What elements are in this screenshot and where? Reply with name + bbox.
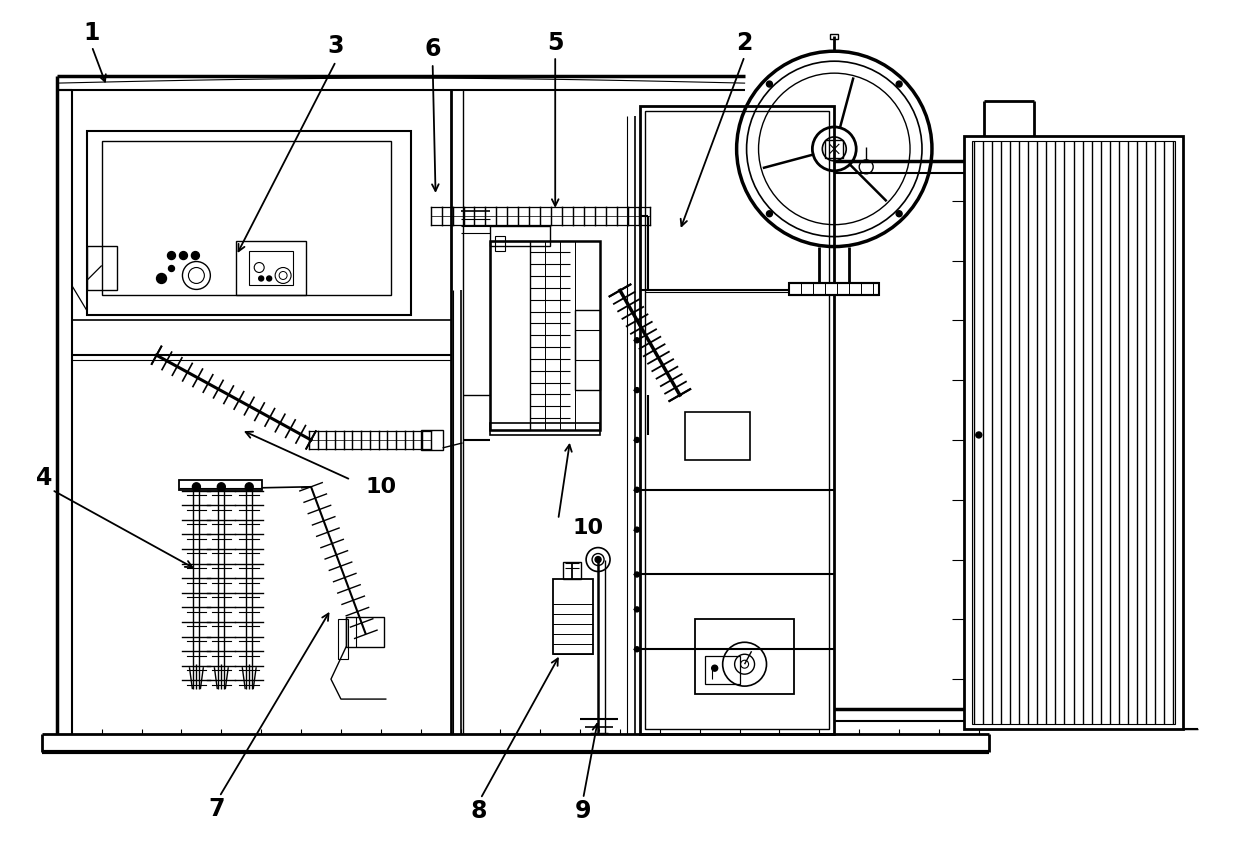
Bar bbox=[491, 226, 551, 245]
Text: 9: 9 bbox=[575, 798, 591, 823]
Text: 5: 5 bbox=[547, 31, 563, 56]
Bar bbox=[237, 240, 306, 295]
Bar bbox=[496, 235, 506, 250]
Bar bbox=[87, 131, 410, 315]
Bar bbox=[640, 106, 835, 734]
Circle shape bbox=[167, 251, 176, 260]
Circle shape bbox=[766, 81, 773, 87]
Bar bbox=[491, 423, 600, 435]
Bar bbox=[249, 250, 293, 286]
Circle shape bbox=[635, 607, 640, 612]
Bar bbox=[563, 561, 582, 579]
Text: 10: 10 bbox=[366, 477, 397, 497]
Text: 1: 1 bbox=[83, 21, 100, 46]
Circle shape bbox=[259, 276, 264, 281]
Circle shape bbox=[246, 483, 253, 491]
Circle shape bbox=[595, 556, 601, 562]
Circle shape bbox=[156, 273, 166, 283]
Bar bbox=[790, 283, 879, 295]
Bar bbox=[575, 330, 600, 360]
Circle shape bbox=[169, 266, 175, 271]
Bar bbox=[972, 141, 1176, 724]
Bar bbox=[180, 480, 262, 490]
Circle shape bbox=[712, 665, 718, 671]
Circle shape bbox=[635, 647, 640, 652]
Circle shape bbox=[635, 572, 640, 577]
Circle shape bbox=[976, 432, 982, 438]
Bar bbox=[346, 617, 384, 647]
Text: 6: 6 bbox=[424, 37, 441, 62]
Circle shape bbox=[897, 211, 903, 217]
Circle shape bbox=[635, 527, 640, 532]
Bar bbox=[339, 620, 348, 659]
Circle shape bbox=[192, 483, 201, 491]
Bar bbox=[831, 35, 838, 40]
Circle shape bbox=[191, 251, 200, 260]
Circle shape bbox=[635, 487, 640, 492]
Circle shape bbox=[635, 338, 640, 343]
Bar bbox=[491, 240, 531, 430]
Text: 7: 7 bbox=[208, 797, 224, 821]
Bar bbox=[826, 140, 843, 158]
Bar bbox=[704, 656, 739, 685]
Bar bbox=[963, 136, 1183, 729]
Bar bbox=[87, 245, 117, 291]
Circle shape bbox=[180, 251, 187, 260]
Text: 4: 4 bbox=[36, 466, 52, 490]
Circle shape bbox=[267, 276, 272, 281]
Circle shape bbox=[897, 81, 903, 87]
Circle shape bbox=[766, 211, 773, 217]
Bar bbox=[102, 141, 391, 295]
Text: 2: 2 bbox=[737, 31, 753, 56]
Bar bbox=[491, 240, 600, 430]
Bar bbox=[553, 579, 593, 654]
Text: 8: 8 bbox=[470, 798, 487, 823]
Text: 3: 3 bbox=[327, 35, 345, 58]
Bar bbox=[575, 310, 600, 390]
Bar bbox=[694, 620, 795, 694]
Circle shape bbox=[217, 483, 226, 491]
Bar bbox=[645, 111, 830, 729]
Text: 10: 10 bbox=[572, 518, 604, 538]
Circle shape bbox=[635, 388, 640, 393]
Bar bbox=[420, 430, 443, 450]
Bar bbox=[684, 412, 749, 460]
Circle shape bbox=[635, 438, 640, 443]
